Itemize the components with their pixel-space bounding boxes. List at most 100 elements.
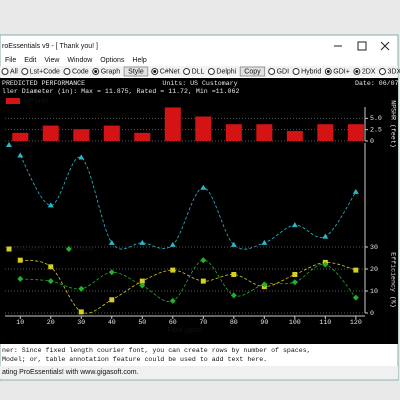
status-bar [0,366,398,379]
x-tick-label: 30 [77,319,85,326]
point [200,278,206,284]
menu-item[interactable]: Options [100,57,125,64]
toolbar-option[interactable]: C#Net [160,68,180,75]
x-tick-label: 10 [16,319,24,326]
menu-item[interactable]: View [44,57,60,64]
bar [12,132,29,141]
x-tick-label: 100 [289,319,301,326]
status-text: ating ProEssentials! with www.gigasoft.c… [2,369,139,376]
maximize-button[interactable] [357,41,367,51]
toolbar-option[interactable]: 3DX [387,68,400,75]
toolbar-option[interactable]: Lst+Code [30,68,60,75]
x-axis-label: Flow (gpm) [167,327,202,334]
x-tick-label: 120 [350,319,362,326]
footer-line: ner: Since fixed length courier font, yo… [2,347,311,354]
toolbar-button[interactable] [123,66,149,77]
point [169,241,176,247]
x-tick-label: 90 [260,319,268,326]
legend-label: Head [15,142,32,149]
x-tick-label: 40 [108,319,116,326]
toolbar-option[interactable]: Graph [101,68,121,75]
y-tick-label: 20 [370,266,378,273]
bar [103,125,120,141]
x-tick-label: 110 [319,319,331,326]
header-right: Date: 06/07 [355,80,399,87]
point [352,188,359,194]
radio[interactable] [378,68,386,75]
point [169,297,176,304]
point [139,239,146,245]
menu-item[interactable]: Window [67,57,93,64]
point [200,257,207,264]
toolbar-button-label[interactable]: Copy [244,68,261,75]
point [139,278,145,284]
legend-marker [6,246,12,252]
toolbar-option[interactable]: DLL [192,68,205,75]
point [352,294,359,301]
bar [164,107,181,141]
bar [225,124,242,141]
legend-label: Power [75,246,96,253]
radio[interactable] [292,68,300,75]
radio-dot [326,70,330,73]
x-tick-label: 70 [199,319,207,326]
bar [286,131,303,141]
x-tick-label: 60 [169,319,177,326]
point [78,154,85,160]
series-line [20,259,357,303]
legend-swatch [6,98,20,104]
point [230,241,237,247]
radio-dot [94,70,98,73]
menu-item[interactable]: Help [132,57,147,64]
y-axis-label: Efficiency (%) [389,252,396,307]
radio[interactable] [207,68,215,75]
menu-item[interactable]: File [5,57,16,64]
toolbar-option[interactable]: Delphi [216,68,236,75]
toolbar-option[interactable]: Hybrid [301,68,321,75]
point [139,282,146,289]
point [78,285,85,292]
menu-item[interactable]: Edit [24,57,36,64]
point [230,292,237,299]
y-tick-label: 0 [370,138,374,145]
point [47,202,54,208]
radio[interactable] [183,68,191,75]
bar [42,125,59,141]
toolbar-button-label[interactable]: Style [128,68,144,75]
toolbar-option[interactable]: GDI [277,68,290,75]
point [17,275,24,282]
point [48,264,54,270]
point [231,272,237,277]
point [291,279,298,286]
radio-dot [153,70,157,73]
radio[interactable] [63,68,71,75]
radio[interactable] [268,68,276,75]
point [322,233,329,239]
point [261,239,268,245]
close-button[interactable] [380,41,390,51]
point [261,281,268,288]
toolbar-option[interactable]: Code [72,68,89,75]
point [353,267,359,273]
bar [256,124,273,141]
x-tick-label: 50 [138,319,146,326]
bar [195,116,212,141]
footer-line: Model; or, table annotation feature coul… [2,356,267,363]
radio[interactable] [1,68,9,75]
point [47,278,54,285]
toolbar [0,66,398,77]
radio[interactable] [21,68,29,75]
point [200,184,207,190]
toolbar-option[interactable]: 2DX [362,68,376,75]
header-line2: ller Diameter (in): Max = 11.875, Rated … [2,88,239,95]
y-axis-label: NPSHR (feet) [389,100,396,147]
series-line [20,259,356,314]
point [17,152,24,158]
toolbar-option[interactable]: All [10,68,18,75]
radio-dot [355,70,359,73]
toolbar-option[interactable]: GDI+ [333,68,350,75]
point [322,261,329,268]
legend-label: NPSHR [24,98,49,105]
toolbar-button[interactable] [239,66,266,77]
